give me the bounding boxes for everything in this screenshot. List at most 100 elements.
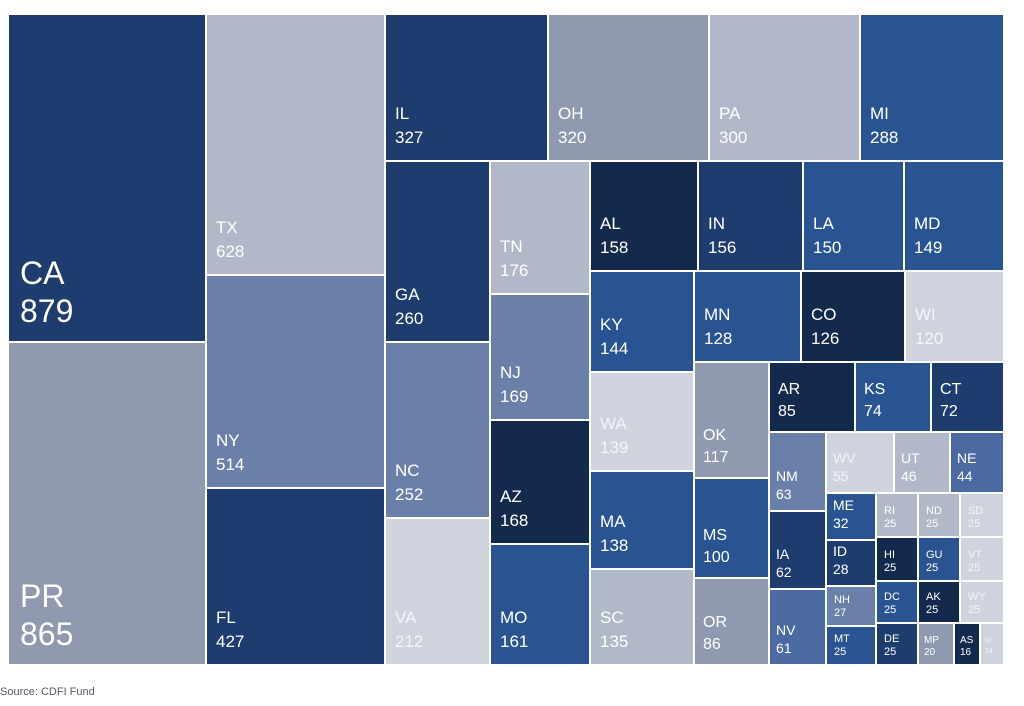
tile-value-nm: 63 bbox=[776, 486, 792, 502]
tile-nv: NV 61 bbox=[768, 588, 827, 666]
tile-label-vt: VT bbox=[968, 549, 982, 561]
tile-rect-mt bbox=[825, 625, 877, 666]
tile-label-ca: CA bbox=[20, 255, 65, 291]
tile-value-ms: 100 bbox=[703, 549, 730, 566]
tile-value-ga: 260 bbox=[395, 309, 423, 328]
tile-va: VA 212 bbox=[384, 517, 491, 666]
tile-value-al: 158 bbox=[600, 238, 628, 257]
tile-value-tn: 176 bbox=[500, 261, 528, 280]
tile-label-id: ID bbox=[833, 543, 847, 559]
tile-label-ar: AR bbox=[778, 381, 800, 398]
tile-label-md: MD bbox=[914, 214, 940, 233]
tile-ks: KS 74 bbox=[854, 361, 932, 433]
tile-pa: PA 300 bbox=[708, 13, 861, 162]
tile-label-ut: UT bbox=[901, 450, 920, 466]
tile-label-tn: TN bbox=[500, 237, 523, 256]
tile-value-ri: 25 bbox=[884, 518, 896, 530]
tile-label-mn: MN bbox=[704, 305, 730, 324]
tile-value-as: 16 bbox=[960, 647, 972, 658]
tile-value-md: 149 bbox=[914, 238, 942, 257]
tile-rect-gu bbox=[917, 536, 961, 582]
tile-label-vi: VI bbox=[985, 638, 992, 645]
tile-label-ms: MS bbox=[703, 527, 727, 544]
tile-value-ma: 138 bbox=[600, 536, 628, 555]
tile-value-ky: 144 bbox=[600, 339, 628, 358]
tile-label-mo: MO bbox=[500, 608, 527, 627]
tile-rect-in bbox=[697, 160, 804, 272]
tile-label-pr: PR bbox=[20, 578, 64, 614]
tile-al: AL 158 bbox=[589, 160, 699, 272]
tile-rect-ny bbox=[205, 274, 386, 489]
tile-rect-mp bbox=[917, 622, 955, 666]
tile-value-va: 212 bbox=[395, 632, 423, 651]
tile-fl: FL 427 bbox=[205, 487, 386, 666]
tile-ky: KY 144 bbox=[589, 270, 695, 373]
tile-value-mi: 288 bbox=[870, 128, 898, 147]
tile-md: MD 149 bbox=[903, 160, 1005, 272]
tile-value-nv: 61 bbox=[776, 640, 792, 656]
tile-value-pa: 300 bbox=[719, 128, 747, 147]
tile-label-ky: KY bbox=[600, 315, 623, 334]
tile-label-dc: DC bbox=[884, 591, 900, 603]
treemap-chart: CA879PR865TX628NY514FL427IL327OH320PA300… bbox=[7, 13, 1005, 666]
tile-rect-ma bbox=[589, 470, 695, 570]
source-note: Source: CDFI Fund bbox=[0, 686, 95, 698]
tile-value-ak: 25 bbox=[926, 604, 938, 616]
tile-value-nj: 169 bbox=[500, 387, 528, 406]
tile-in: IN 156 bbox=[697, 160, 804, 272]
tile-rect-vt bbox=[959, 536, 1005, 582]
tile-label-ok: OK bbox=[703, 427, 726, 444]
tile-value-la: 150 bbox=[813, 238, 841, 257]
tile-rect-va bbox=[384, 517, 491, 666]
tile-or: OR 86 bbox=[693, 577, 770, 666]
tile-label-as: AS bbox=[960, 635, 974, 646]
tile-ga: GA 260 bbox=[384, 160, 491, 343]
tile-label-tx: TX bbox=[216, 218, 238, 237]
tile-value-dc: 25 bbox=[884, 604, 896, 616]
tile-value-az: 168 bbox=[500, 511, 528, 530]
tile-ar: AR 85 bbox=[768, 361, 856, 433]
tile-oh: OH 320 bbox=[547, 13, 710, 162]
tile-wv: WV 55 bbox=[825, 431, 895, 494]
tile-ia: IA 62 bbox=[768, 510, 827, 590]
tile-label-al: AL bbox=[600, 214, 621, 233]
tile-value-wi: 120 bbox=[915, 329, 943, 348]
tile-rect-ar bbox=[768, 361, 856, 433]
tile-rect-nv bbox=[768, 588, 827, 666]
tile-label-az: AZ bbox=[500, 487, 522, 506]
tile-rect-mo bbox=[489, 543, 591, 666]
tile-label-nh: NH bbox=[834, 594, 850, 606]
tile-label-il: IL bbox=[395, 104, 409, 123]
tile-label-in: IN bbox=[708, 214, 725, 233]
tile-value-in: 156 bbox=[708, 238, 736, 257]
tile-nc: NC 252 bbox=[384, 341, 491, 519]
tile-label-sd: SD bbox=[968, 505, 983, 517]
tile-nj: NJ 169 bbox=[489, 293, 591, 421]
tile-ma: MA 138 bbox=[589, 470, 695, 570]
tile-rect-vi bbox=[979, 622, 1005, 666]
tile-label-ne: NE bbox=[957, 450, 976, 466]
tile-value-wv: 55 bbox=[833, 468, 849, 484]
tile-value-hi: 25 bbox=[884, 562, 896, 574]
tile-value-me: 32 bbox=[833, 515, 849, 531]
tile-value-ar: 85 bbox=[778, 403, 796, 420]
tile-label-ma: MA bbox=[600, 512, 626, 531]
tile-value-co: 126 bbox=[811, 329, 839, 348]
tile-tx: TX 628 bbox=[205, 13, 386, 276]
tile-ms: MS 100 bbox=[693, 477, 770, 579]
tile-rect-al bbox=[589, 160, 699, 272]
tile-co: CO 126 bbox=[800, 270, 906, 363]
tile-ut: UT 46 bbox=[893, 431, 951, 494]
tile-value-ut: 46 bbox=[901, 468, 917, 484]
tile-rect-ky bbox=[589, 270, 695, 373]
tile-rect-pr bbox=[7, 341, 207, 666]
tile-value-sc: 135 bbox=[600, 632, 628, 651]
tile-label-or: OR bbox=[703, 614, 727, 631]
